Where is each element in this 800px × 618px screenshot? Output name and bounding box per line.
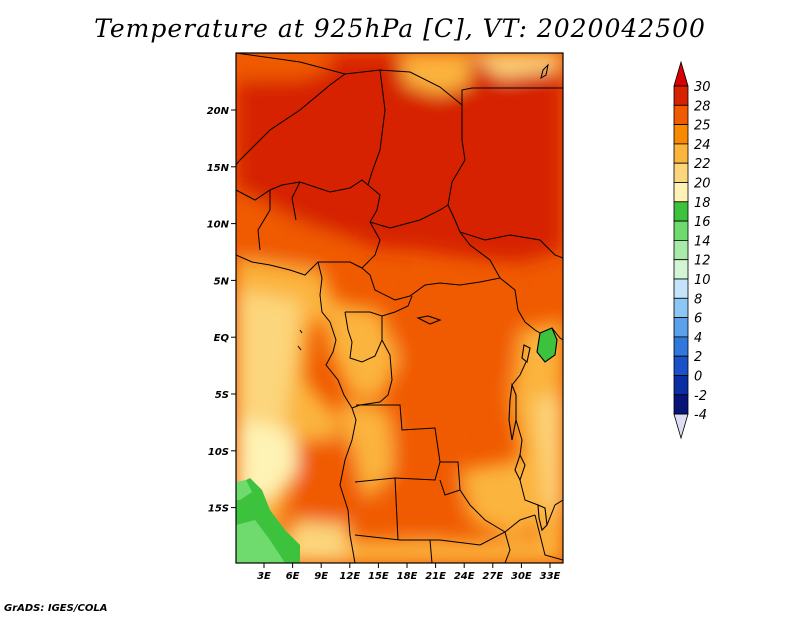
lon-tick-label: 15E (368, 571, 389, 582)
colorbar-swatch (673, 355, 689, 376)
colorbar-swatch (673, 297, 689, 318)
colorbar-swatch (673, 336, 689, 357)
lon-tick-label: 24E (454, 571, 475, 582)
colorbar-top-arrow (673, 60, 689, 87)
longitude-axis: 3E 6E 9E 12E 15E 18E 21E 24E 27E 30E 33E (257, 563, 561, 582)
lat-tick-label: EQ (214, 333, 230, 344)
colorbar-label: 4 (694, 331, 702, 346)
country-borders (236, 53, 563, 563)
lon-tick-label: 3E (257, 571, 271, 582)
colorbar-swatch (673, 201, 689, 222)
lon-tick-label: 27E (482, 571, 503, 582)
colorbar-label: 8 (694, 292, 702, 307)
colorbar-swatch (673, 259, 689, 280)
colorbar-label: 22 (694, 157, 711, 172)
lon-tick-label: 33E (540, 571, 561, 582)
colorbar-swatch (673, 278, 689, 299)
map-title: Temperature at 925hPa [C], VT: 202004250… (94, 14, 706, 43)
colorbar-label: 6 (694, 312, 702, 327)
colorbar-swatch (673, 124, 689, 145)
colorbar-swatch (673, 317, 689, 338)
lat-tick-label: 5N (214, 276, 230, 287)
colorbar-label: 24 (694, 138, 711, 153)
colorbar-label: 25 (694, 119, 711, 134)
colorbar-label: 30 (694, 80, 711, 95)
latitude-axis: 20N 15N 10N 5N EQ 5S 10S 15S (207, 106, 236, 515)
lon-tick-label: 6E (286, 571, 300, 582)
colorbar-label: 18 (694, 196, 711, 211)
colorbar-swatch (673, 239, 689, 261)
lon-tick-label: 9E (314, 571, 328, 582)
lon-tick-label: 21E (425, 571, 446, 582)
map-frame (235, 52, 564, 564)
colorbar-swatch (673, 162, 689, 183)
colorbar-label: -2 (694, 389, 707, 404)
colorbar-label: 28 (694, 99, 711, 114)
colorbar-label: 16 (694, 215, 711, 230)
lon-tick-label: 12E (339, 571, 360, 582)
colorbar-label: 2 (694, 350, 702, 365)
colorbar-label: 0 (694, 370, 702, 385)
temperature-field (236, 53, 563, 563)
lat-tick-label: 10S (208, 447, 229, 458)
colorbar-bottom-arrow (673, 413, 689, 440)
lon-tick-label: 30E (511, 571, 532, 582)
lon-tick-label: 18E (397, 571, 418, 582)
colorbar-swatch (673, 394, 689, 415)
credit-label: GrADS: IGES/COLA (4, 603, 108, 614)
colorbar-swatch (673, 143, 689, 164)
colorbar-swatch (673, 182, 689, 203)
colorbar-swatch (673, 375, 689, 396)
colorbar-label: -4 (694, 408, 707, 423)
colorbar-swatch (673, 85, 689, 106)
colorbar-swatch (673, 104, 689, 126)
lat-tick-label: 15N (207, 163, 230, 174)
colorbar-label: 14 (694, 234, 711, 249)
colorbar-swatch (673, 220, 689, 241)
lat-tick-label: 15S (208, 504, 229, 515)
lat-tick-label: 10N (207, 220, 230, 231)
lat-tick-label: 5S (215, 390, 229, 401)
colorbar-label: 20 (694, 177, 711, 192)
colorbar-label: 10 (694, 273, 711, 288)
lat-tick-label: 20N (207, 106, 230, 117)
colorbar-label: 12 (694, 254, 711, 269)
